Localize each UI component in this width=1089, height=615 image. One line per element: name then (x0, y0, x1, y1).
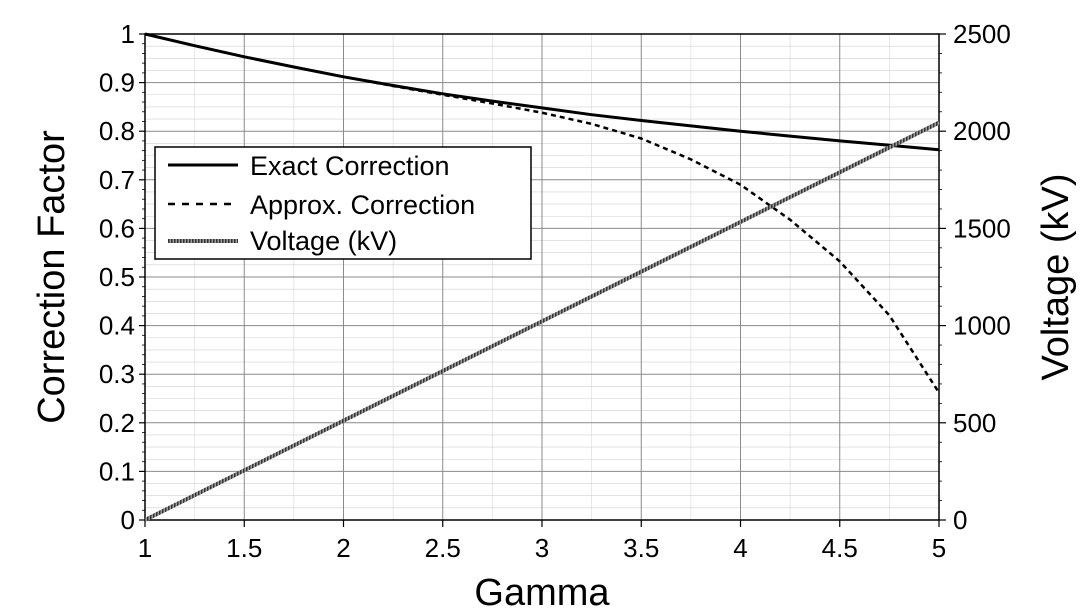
series-line-voltage-kv (144, 120, 940, 522)
x-tick-label: 5 (932, 533, 946, 563)
x-tick-label: 2 (336, 533, 350, 563)
x-tick-label: 4.5 (822, 533, 858, 563)
y-tick-label: 1 (121, 19, 135, 49)
tick-labels: 1 1.5 2 2.5 3 3.5 4 4.5 500.10.20.30.40.50.60.70… (99, 19, 1011, 563)
y2-tick-label: 2000 (953, 116, 1011, 146)
y2-tick-label: 2500 (953, 19, 1011, 49)
y2-tick-label: 0 (953, 505, 967, 535)
x-tick-label: 3.5 (623, 533, 659, 563)
y-tick-label: 0 (121, 505, 135, 535)
y-tick-label: 0.3 (99, 359, 135, 389)
y-tick-label: 0.1 (99, 456, 135, 486)
x-tick-label: 1 (138, 533, 152, 563)
legend-label-approx: Approx. Correction (250, 190, 475, 220)
y-tick-label: 0.7 (99, 165, 135, 195)
y-tick-label: 0.5 (99, 262, 135, 292)
x-tick-label: 3 (535, 533, 549, 563)
y2-tick-label: 1500 (953, 213, 1011, 243)
y-tick-label: 0.2 (99, 408, 135, 438)
y-tick-label: 0.4 (99, 311, 135, 341)
legend: Exact Correction Approx. Correction Volt… (154, 146, 532, 260)
series-group (144, 32, 941, 522)
y-axis-title: Correction Factor (31, 130, 73, 424)
y-tick-label: 0.8 (99, 116, 135, 146)
x-axis-title: Gamma (474, 572, 610, 614)
legend-label-exact: Exact Correction (250, 151, 450, 181)
x-tick-label: 2.5 (425, 533, 461, 563)
y2-axis-title: Voltage (kV) (1035, 174, 1077, 381)
x-tick-label: 1.5 (226, 533, 262, 563)
y-tick-label: 0.9 (99, 68, 135, 98)
y2-tick-label: 1000 (953, 311, 1011, 341)
series-line-approx-correction (144, 32, 941, 394)
y2-tick-label: 500 (953, 408, 996, 438)
legend-label-voltage: Voltage (kV) (250, 226, 397, 256)
x-tick-label: 4 (733, 533, 747, 563)
axis-ticks (139, 33, 946, 527)
y-tick-label: 0.6 (99, 213, 135, 243)
